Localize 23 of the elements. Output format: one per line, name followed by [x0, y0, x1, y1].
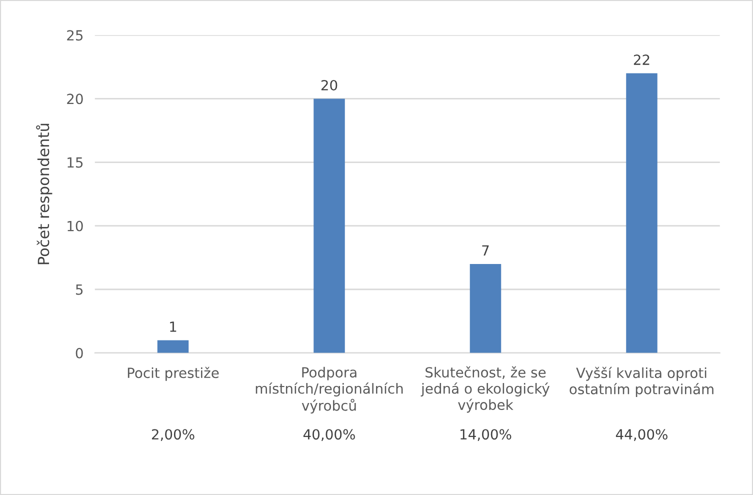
- data-label: 20: [321, 80, 338, 90]
- text: 44,00%: [616, 429, 668, 442]
- y-tick-label: 25: [67, 30, 83, 41]
- x-tick-label: Podpora místních/regionálních výrobců: [256, 366, 403, 414]
- x-tick-label: Pocit prestiže: [128, 366, 219, 381]
- data-label: 7: [482, 245, 489, 256]
- text: 2,00%: [152, 429, 194, 442]
- x-tick-label: Vyšší kvalita oproti ostatním potravinám: [570, 366, 714, 398]
- bar: [157, 340, 189, 353]
- x-tick-label: Skutečnost, že se jedná o ekologický výrobek: [420, 366, 550, 413]
- bar: [626, 73, 658, 353]
- bar: [314, 98, 345, 353]
- text: 14,00%: [460, 429, 512, 442]
- data-label: 1: [170, 322, 176, 332]
- y-tick-label: 0: [76, 348, 83, 358]
- y-axis-title: Počet respondentů: [36, 124, 52, 264]
- y-tick-label: 5: [76, 284, 83, 295]
- data-label: 22: [634, 54, 650, 65]
- y-tick-label: 15: [68, 157, 83, 168]
- bar: [470, 264, 502, 353]
- y-tick-label: 20: [67, 94, 83, 104]
- y-tick-label: 10: [68, 220, 83, 232]
- text: 40,00%: [303, 429, 355, 442]
